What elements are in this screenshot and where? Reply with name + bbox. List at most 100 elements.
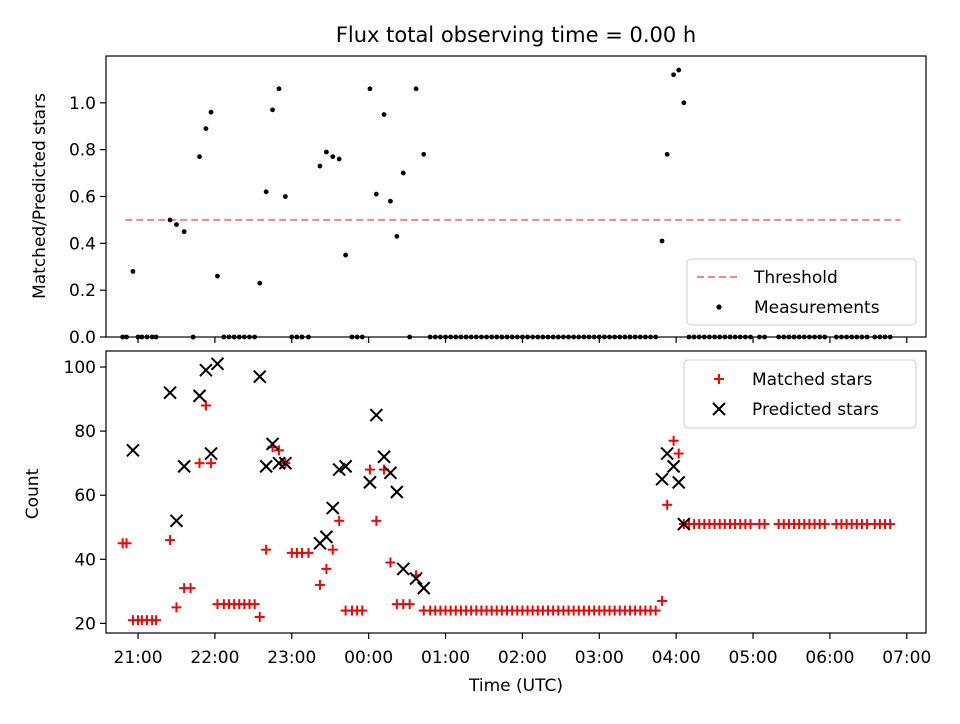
- bottom-x-tick-label: 01:00: [421, 648, 470, 668]
- measurement-point: [664, 151, 670, 157]
- top-y-tick-label: 0.2: [69, 281, 96, 301]
- measurement-point: [270, 107, 275, 113]
- measurement-point: [323, 149, 329, 155]
- bottom-x-tick-label: 22:00: [190, 648, 239, 668]
- measurement-point: [388, 198, 393, 204]
- predicted-point: [199, 363, 213, 377]
- matched-point: [657, 595, 668, 606]
- predicted-point: [265, 437, 280, 451]
- measurement-point: [174, 222, 179, 228]
- matched-point: [261, 544, 272, 555]
- predicted-point: [272, 456, 286, 470]
- bottom-x-tick-label: 04:00: [652, 648, 701, 668]
- predicted-point: [169, 514, 184, 528]
- top-legend: Threshold Measurements: [686, 258, 917, 326]
- measurement-point: [257, 280, 263, 286]
- predicted-point: [666, 459, 681, 474]
- top-chart-title: Flux total observing time = 0.00 h: [336, 23, 696, 47]
- measurement-point: [671, 72, 676, 78]
- matched-point: [314, 579, 325, 590]
- top-y-tick-label: 0.8: [69, 141, 96, 161]
- matched-legend-label: Matched stars: [752, 370, 872, 390]
- measurement-point: [367, 86, 373, 92]
- matched-point: [759, 519, 770, 530]
- measurement-point: [167, 217, 173, 223]
- measurement-point: [130, 269, 136, 274]
- measurement-point: [215, 273, 220, 279]
- matched-point: [673, 448, 684, 459]
- measurement-point: [659, 238, 665, 244]
- matched-point: [745, 519, 756, 530]
- predicted-point: [417, 581, 431, 595]
- bottom-y-tick-label: 20: [74, 614, 96, 634]
- bottom-x-tick-label: 00:00: [344, 648, 393, 668]
- bottom-y-tick-label: 100: [64, 358, 96, 378]
- predicted-legend-label: Predicted stars: [752, 400, 879, 420]
- top-y-tick-label: 0.4: [69, 234, 96, 254]
- matched-point: [303, 547, 314, 558]
- matched-point: [385, 557, 396, 568]
- predicted-point: [655, 472, 669, 486]
- measurement-point: [330, 154, 336, 160]
- matched-point: [206, 458, 217, 469]
- matched-point: [819, 519, 830, 530]
- predicted-point: [177, 459, 191, 474]
- bottom-y-axis-label: Count: [23, 468, 43, 519]
- measurement-point: [336, 156, 342, 162]
- bottom-y-tick-label: 40: [74, 550, 96, 570]
- matched-point: [327, 544, 338, 555]
- matched-point: [150, 615, 161, 626]
- top-y-axis-label: Matched/Predicted stars: [30, 93, 50, 299]
- predicted-point: [363, 475, 377, 490]
- predicted-point: [369, 408, 384, 422]
- matched-point: [194, 458, 205, 469]
- matched-point: [121, 538, 132, 549]
- measurement-point: [263, 189, 269, 195]
- matched-legend-swatch: [714, 374, 724, 384]
- top-y-axis: 0.0 0.2 0.4 0.6 0.8 1.0: [69, 94, 106, 348]
- threshold-legend-label: Threshold: [753, 268, 838, 288]
- predicted-point: [332, 462, 346, 477]
- predicted-point: [672, 475, 686, 490]
- top-x-ticks: [137, 337, 908, 343]
- measurement-point: [394, 233, 400, 239]
- matched-point: [371, 515, 382, 526]
- bottom-x-tick-label: 03:00: [575, 648, 624, 668]
- bottom-x-axis-label: Time (UTC): [468, 676, 563, 696]
- bottom-panel: 20 40 60 80 100 21:00 22:00 23:00 00:00 01:00 02:…: [23, 350, 931, 696]
- predicted-point: [192, 389, 207, 403]
- measurement-point: [681, 100, 687, 106]
- bottom-x-tick-label: 05:00: [729, 648, 778, 668]
- predicted-point: [409, 571, 423, 586]
- measurement-point: [676, 67, 682, 73]
- predicted-point: [677, 517, 691, 531]
- measurement-point: [400, 170, 406, 176]
- measurement-point: [421, 151, 427, 157]
- matched-point: [321, 563, 332, 574]
- measurement-point: [413, 86, 419, 92]
- matched-point: [254, 611, 265, 622]
- matched-point: [249, 599, 260, 610]
- top-legend-box: [686, 258, 917, 326]
- matched-point: [404, 599, 415, 610]
- matched-point: [885, 519, 896, 530]
- measurement-point: [276, 86, 282, 92]
- predicted-point: [319, 530, 334, 544]
- predicted-point: [259, 459, 273, 474]
- matched-point: [650, 605, 661, 616]
- predicted-point: [396, 562, 410, 576]
- predicted-point: [390, 485, 404, 499]
- predicted-point: [204, 446, 218, 461]
- matched-point: [185, 583, 196, 594]
- bottom-y-tick-label: 80: [74, 422, 96, 442]
- measurement-point: [181, 229, 187, 235]
- top-y-tick-label: 1.0: [69, 94, 96, 114]
- top-axes-frame: [105, 55, 927, 338]
- measurement-point: [317, 163, 323, 169]
- matched-point: [165, 535, 176, 546]
- predicted-point: [383, 466, 398, 480]
- matched-point: [357, 605, 368, 616]
- predicted-point: [278, 456, 293, 470]
- bottom-y-axis: 20 40 60 80 100: [64, 358, 106, 634]
- matched-point: [364, 464, 375, 475]
